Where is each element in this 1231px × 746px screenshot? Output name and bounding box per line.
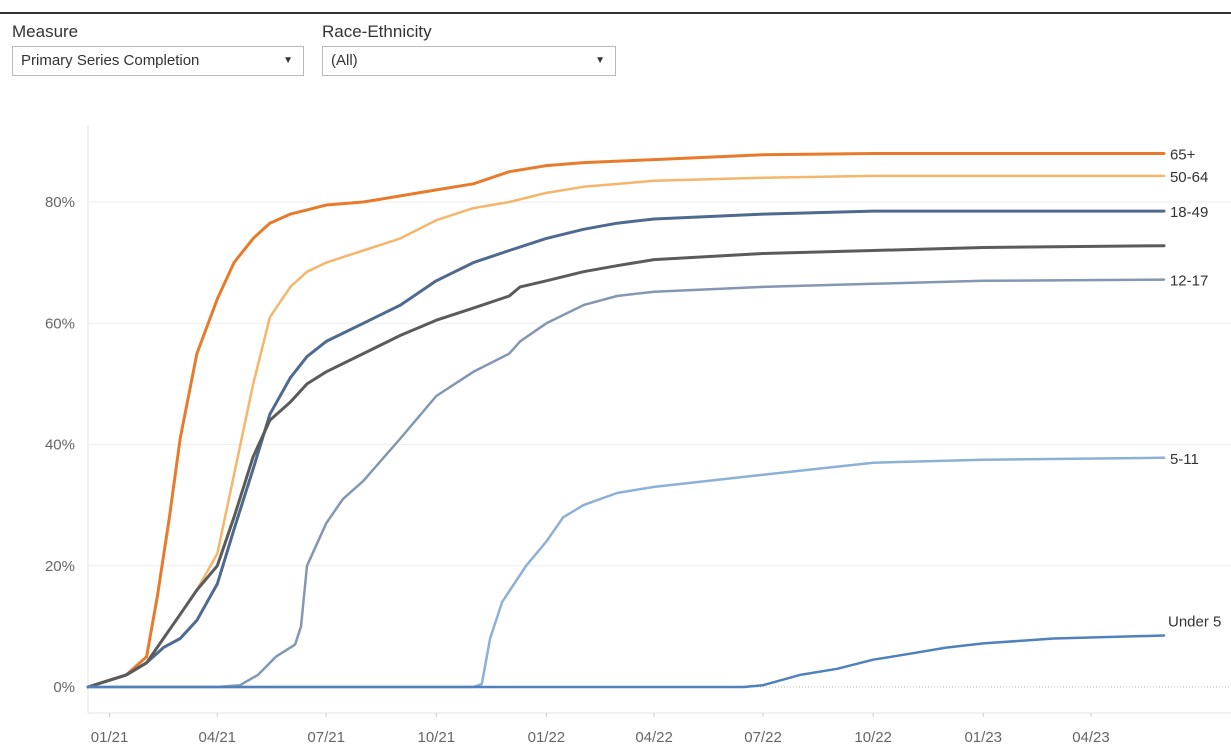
race-select-value: (All): [331, 52, 358, 69]
series-line: [86, 209, 1166, 689]
series-label: 65+: [1170, 147, 1196, 164]
y-tick-label: 80%: [45, 194, 75, 211]
series-label: 12-17: [1170, 273, 1208, 290]
series-line: [86, 278, 1166, 689]
measure-select-value: Primary Series Completion: [21, 52, 200, 69]
chevron-down-icon[interactable]: ▼: [283, 55, 293, 66]
measure-select[interactable]: Primary Series Completion ▼: [12, 46, 304, 76]
x-tick-label: 10/22: [854, 729, 892, 746]
series-label: 5-11: [1170, 451, 1199, 468]
x-tick-label: 04/22: [635, 729, 673, 746]
x-tick-label: 07/21: [307, 729, 345, 746]
race-select[interactable]: (All) ▼: [322, 46, 616, 76]
x-tick-label: 04/21: [198, 729, 236, 746]
series-label: 50-64: [1170, 169, 1208, 186]
x-tick-label: 10/21: [418, 729, 456, 746]
y-tick-label: 40%: [45, 437, 75, 454]
x-tick-label: 01/22: [528, 729, 566, 746]
series-line: [86, 456, 1166, 689]
series-line: [86, 244, 1166, 689]
race-filter: Race-Ethnicity (All) ▼: [322, 20, 616, 76]
series-label: Under 5: [1168, 613, 1221, 630]
measure-filter-label: Measure: [12, 22, 79, 41]
series-line: [86, 174, 1166, 689]
x-tick-label: 07/22: [744, 729, 782, 746]
x-tick-label: 01/23: [964, 729, 1002, 746]
x-tick-label: 01/21: [91, 729, 129, 746]
top-rule: [0, 12, 1231, 14]
series-label: 18-49: [1170, 204, 1208, 221]
y-tick-label: 20%: [45, 558, 75, 575]
race-filter-label: Race-Ethnicity: [322, 22, 432, 41]
chevron-down-icon[interactable]: ▼: [595, 55, 605, 66]
measure-filter: Measure Primary Series Completion ▼: [12, 20, 304, 76]
y-tick-label: 0%: [53, 679, 75, 696]
y-tick-label: 60%: [45, 315, 75, 332]
series-line: [86, 634, 1166, 689]
x-tick-label: 04/23: [1072, 729, 1110, 746]
series-line: [86, 152, 1166, 689]
